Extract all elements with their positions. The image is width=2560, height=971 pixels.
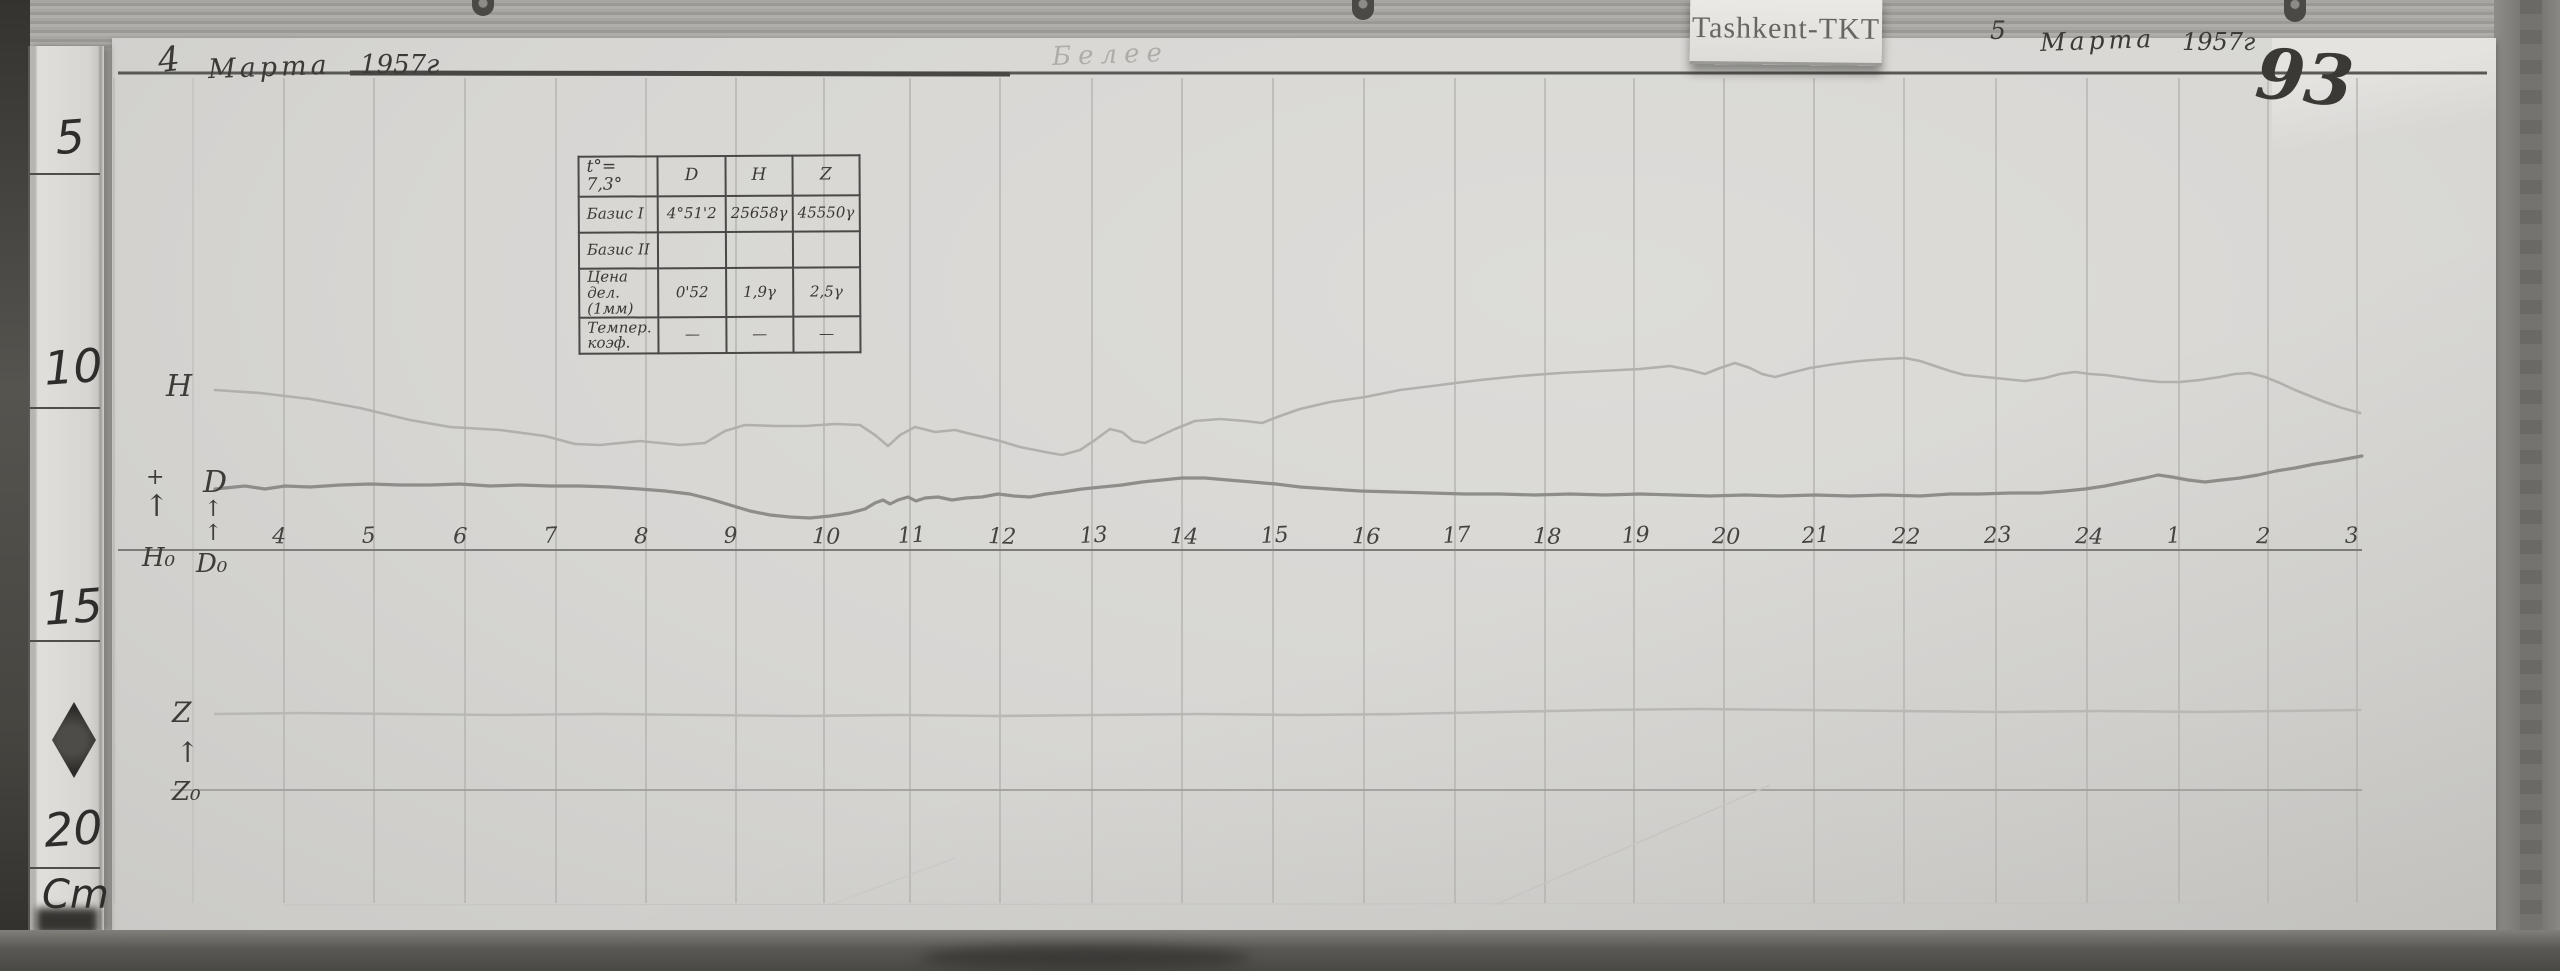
date-right-month: Марта — [2039, 23, 2156, 58]
hour-label: 24 — [2074, 524, 2104, 550]
trace-label-+: + — [146, 465, 164, 490]
table-row-label: Базис II — [578, 232, 659, 269]
hour-label: 16 — [1352, 524, 1381, 550]
hour-label: 1 — [2166, 523, 2181, 549]
chart-paper: 4 5 6 7 8 9 10 11 12 13 14 15 16 17 18 19 20 21 22 23 24 1 2 3 H… — [112, 38, 2496, 932]
table-col-header: D — [657, 155, 726, 197]
trace-label-D₀: D₀ — [195, 549, 228, 579]
ruler-tick — [30, 640, 100, 642]
table-col-header: Z — [792, 155, 860, 196]
trace-label-↑: ↑ — [204, 521, 222, 546]
table-cell — [725, 231, 793, 268]
trace-label-H: H — [165, 369, 193, 404]
hour-label: 18 — [1533, 524, 1562, 550]
ruler-shadow-blob — [36, 908, 98, 934]
trace-label-↑: ↑ — [176, 736, 199, 769]
table-row-label: Базис I — [578, 196, 658, 233]
trace-label-H₀: H₀ — [141, 543, 176, 573]
hour-label: 13 — [1079, 523, 1108, 549]
table-cell: 45550γ — [792, 195, 860, 232]
date-left-day: 4 — [155, 38, 182, 82]
table-row-label: Цена дел. (1мм) — [579, 267, 659, 318]
hour-label: 20 — [1711, 524, 1741, 550]
hour-label: 8 — [634, 524, 649, 549]
table-col-header: H — [725, 155, 793, 196]
hour-label: 14 — [1170, 524, 1199, 550]
table-cell: 1,9γ — [726, 267, 794, 318]
hour-label: 19 — [1621, 523, 1650, 549]
shadow-smudge — [920, 946, 1250, 971]
table-cell — [792, 231, 860, 268]
bottom-faint-rule — [283, 902, 2358, 906]
table-cell: — — [793, 316, 861, 353]
paper-top-rule-dark — [349, 70, 1011, 77]
table-cell: — — [726, 316, 794, 354]
hour-label: 4 — [271, 524, 287, 550]
wood-shelf-bottom — [0, 930, 2560, 971]
wood-edge-left — [0, 0, 30, 971]
trace-label-D: D — [202, 465, 227, 500]
hour-label: 17 — [1442, 523, 1471, 549]
hour-label: 7 — [543, 523, 558, 549]
pin-icon — [1352, 0, 1374, 20]
ruler-tick — [30, 407, 100, 409]
station-label: Tashkent-TKT — [1691, 11, 1881, 46]
trace-label-Z₀: Z₀ — [171, 777, 201, 807]
station-label-card: Tashkent-TKT — [1689, 0, 1883, 67]
ruler-mark-15: 15 — [42, 577, 105, 636]
ruler-tick — [30, 867, 100, 869]
hour-label: 5 — [361, 523, 376, 549]
hour-label: 10 — [812, 524, 841, 550]
wood-edge-right — [2494, 0, 2560, 971]
baseline-values-table: t°= 7,3° D H Z Базис I 4°51'2 25658γ 45550γ Бази… — [577, 154, 861, 355]
hour-label: 12 — [988, 524, 1017, 550]
faint-pencil-note: Белее — [1051, 37, 1170, 73]
ruler-mark-20: 20 — [42, 799, 105, 858]
date-left-month: Марта — [207, 49, 332, 86]
trace-label-↑: ↑ — [204, 497, 222, 522]
paper-crease — [829, 857, 956, 906]
pin-icon — [2284, 0, 2306, 22]
table-cell — [657, 231, 727, 269]
hour-label: 15 — [1260, 523, 1289, 549]
date-left-year: 1957г — [360, 50, 440, 80]
table-row-label: Темпер. коэф. — [579, 317, 659, 354]
hour-label: 6 — [453, 524, 468, 549]
sheet-number: 93 — [2251, 31, 2358, 124]
hour-label: 23 — [1982, 523, 2012, 549]
hour-label: 9 — [723, 523, 738, 549]
trace-label-Z: Z — [171, 696, 192, 729]
table-corner: t°= 7,3° — [578, 156, 658, 197]
hour-label: 22 — [1891, 524, 1921, 550]
date-right-year: 1957г — [2182, 28, 2256, 56]
date-right-day: 5 — [1990, 16, 2006, 45]
table-cell: — — [658, 317, 727, 354]
table-cell: 0'52 — [658, 267, 727, 318]
table-cell: 25658γ — [725, 195, 793, 232]
ruler-tick — [30, 173, 100, 175]
overlapping-sheet-corner — [2272, 38, 2496, 168]
ruler-mark-5: 5 — [53, 109, 87, 165]
trace-Z — [213, 707, 2362, 718]
hour-label: 21 — [1800, 523, 1830, 549]
ruler-mark-10: 10 — [42, 337, 105, 396]
hour-label: 2 — [2255, 524, 2271, 550]
hour-label: 11 — [897, 523, 926, 549]
table-cell: 2,5γ — [792, 267, 861, 317]
magnetogram-traces: 4 5 6 7 8 9 10 11 12 13 14 15 16 17 18 19 20 21 22 23 24 1 2 3H… — [113, 70, 2487, 906]
trace-label-↑: ↑ — [144, 489, 169, 524]
trace-D — [213, 454, 2364, 520]
centimeter-ruler: 5 10 15 20 Cm — [28, 46, 109, 934]
table-cell: 4°51'2 — [657, 195, 726, 233]
pin-icon — [472, 0, 494, 16]
hour-label: 3 — [2344, 523, 2359, 549]
trace-H — [213, 356, 2362, 457]
ruler-diamond-mark — [52, 702, 96, 778]
paper-crease — [1494, 784, 1771, 906]
